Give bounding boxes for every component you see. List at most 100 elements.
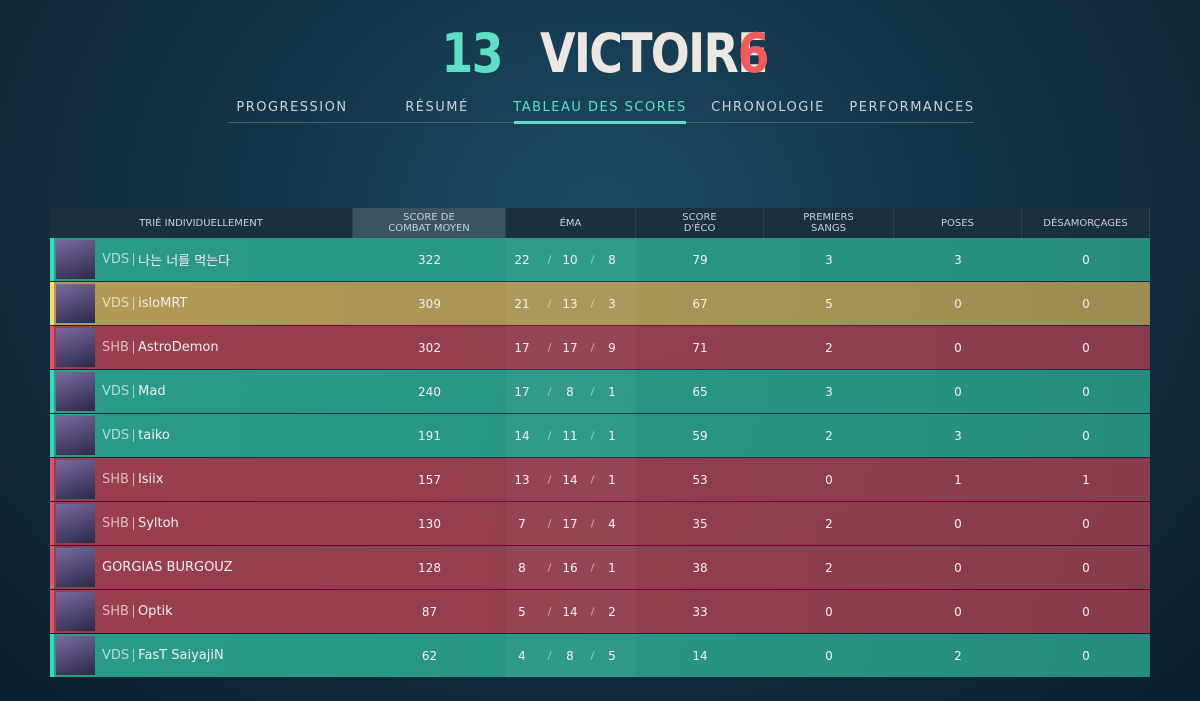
name: taiko — [138, 428, 170, 443]
defuses: 1 — [1082, 472, 1090, 487]
assists: 1 — [608, 428, 616, 443]
plants: 0 — [954, 516, 962, 531]
defuses: 0 — [1082, 428, 1090, 443]
first-bloods: 2 — [825, 428, 833, 443]
column-header[interactable]: DÉSAMORÇAGES — [1022, 208, 1150, 238]
separator — [132, 605, 134, 618]
player-row: SHB Optik 87 5 14 2 33 0 0 0 — [50, 590, 1150, 633]
agent-avatar — [56, 548, 95, 587]
agent-avatar — [56, 636, 95, 675]
player-row: VDS Mad 240 17 8 1 65 3 0 0 — [50, 370, 1150, 413]
player-name: SHB Isiix — [102, 458, 163, 501]
acs: 191 — [418, 428, 441, 443]
assists: 4 — [608, 516, 616, 531]
kills: 7 — [518, 516, 526, 531]
deaths: 13 — [562, 296, 578, 311]
acs: 130 — [418, 516, 441, 531]
team-tag: SHB — [102, 472, 129, 487]
team-tag: SHB — [102, 516, 129, 531]
separator — [133, 297, 135, 310]
name: AstroDemon — [137, 340, 219, 355]
column-header[interactable]: SCORE DE COMBAT MOYEN — [353, 208, 506, 238]
name: GORGIAS BURGOUZ — [102, 560, 233, 575]
kills: 17 — [514, 384, 530, 399]
plants: 0 — [954, 560, 962, 575]
team-stripe — [50, 634, 54, 677]
tab[interactable]: TABLEAU DES SCORES — [513, 100, 687, 115]
separator — [132, 473, 134, 486]
column-header[interactable]: SCORE D'ÉCO — [636, 208, 764, 238]
ema-band — [506, 458, 636, 501]
first-bloods: 2 — [825, 340, 833, 355]
team-stripe — [50, 502, 54, 545]
kills: 13 — [514, 472, 530, 487]
tab[interactable]: PERFORMANCES — [849, 100, 975, 115]
player-row: SHB Syltoh 130 7 17 4 35 2 0 0 — [50, 502, 1150, 545]
agent-avatar — [56, 460, 95, 499]
player-row: SHB Isiix 157 13 14 1 53 0 1 1 — [50, 458, 1150, 501]
header-row: TRIÉ INDIVIDUELLEMENT SCORE DE COMBAT MOY… — [50, 208, 1150, 238]
deaths: 8 — [566, 384, 574, 399]
kills: 22 — [514, 252, 530, 267]
assists: 9 — [608, 340, 616, 355]
plants: 3 — [954, 428, 962, 443]
acs: 309 — [418, 296, 441, 311]
player-row: VDS isloMRT 309 21 13 3 67 5 0 0 — [50, 282, 1150, 325]
name: 나는 너를 먹는다 — [138, 254, 231, 269]
column-header[interactable]: POSES — [894, 208, 1022, 238]
kills: 17 — [514, 340, 530, 355]
first-bloods: 3 — [825, 384, 833, 399]
assists: 1 — [608, 472, 616, 487]
player-name: SHB Optik — [102, 590, 173, 633]
team-tag: SHB — [102, 604, 129, 619]
team-stripe — [50, 238, 54, 281]
defuses: 0 — [1082, 340, 1090, 355]
team-stripe — [50, 458, 54, 501]
agent-avatar — [56, 240, 95, 279]
defuses: 0 — [1082, 252, 1090, 267]
tab[interactable]: RÉSUMÉ — [405, 100, 469, 115]
agent-avatar — [56, 284, 95, 323]
eco-score: 53 — [692, 472, 708, 487]
plants: 0 — [954, 604, 962, 619]
eco-score: 14 — [692, 648, 708, 663]
team-stripe — [50, 414, 54, 457]
player-row: VDS 나는 너를 먹는다 322 22 10 8 79 3 3 0 — [50, 238, 1150, 281]
deaths: 17 — [562, 516, 578, 531]
deaths: 17 — [562, 340, 578, 355]
team-stripe — [50, 282, 54, 325]
eco-score: 33 — [692, 604, 708, 619]
plants: 0 — [954, 384, 962, 399]
defuses: 0 — [1082, 560, 1090, 575]
first-bloods: 3 — [825, 252, 833, 267]
deaths: 11 — [562, 428, 578, 443]
deaths: 16 — [562, 560, 578, 575]
assists: 1 — [608, 560, 616, 575]
ema-band — [506, 590, 636, 633]
column-header[interactable]: ÉMA — [506, 208, 636, 238]
ema-band — [506, 414, 636, 457]
column-header[interactable]: PREMIERS SANGS — [764, 208, 894, 238]
eco-score: 59 — [692, 428, 708, 443]
agent-avatar — [56, 504, 95, 543]
enemy-score: 6 — [737, 22, 770, 85]
acs: 302 — [418, 340, 441, 355]
deaths: 14 — [562, 472, 578, 487]
team-tag: VDS — [102, 428, 130, 443]
player-name: GORGIAS BURGOUZ — [102, 546, 233, 589]
eco-score: 67 — [692, 296, 708, 311]
active-tab-underline — [514, 121, 686, 124]
tab[interactable]: PROGRESSION — [236, 100, 348, 115]
name: isloMRT — [138, 296, 188, 311]
name: Mad — [138, 384, 166, 399]
tab[interactable]: CHRONOLOGIE — [711, 100, 825, 115]
plants: 0 — [954, 340, 962, 355]
team-score: 13 — [441, 22, 503, 85]
ema-band — [506, 282, 636, 325]
first-bloods: 0 — [825, 604, 833, 619]
player-name: SHB AstroDemon — [102, 326, 219, 369]
team-tag: VDS — [102, 296, 130, 311]
kills: 8 — [518, 560, 526, 575]
column-header[interactable]: TRIÉ INDIVIDUELLEMENT — [50, 208, 353, 238]
